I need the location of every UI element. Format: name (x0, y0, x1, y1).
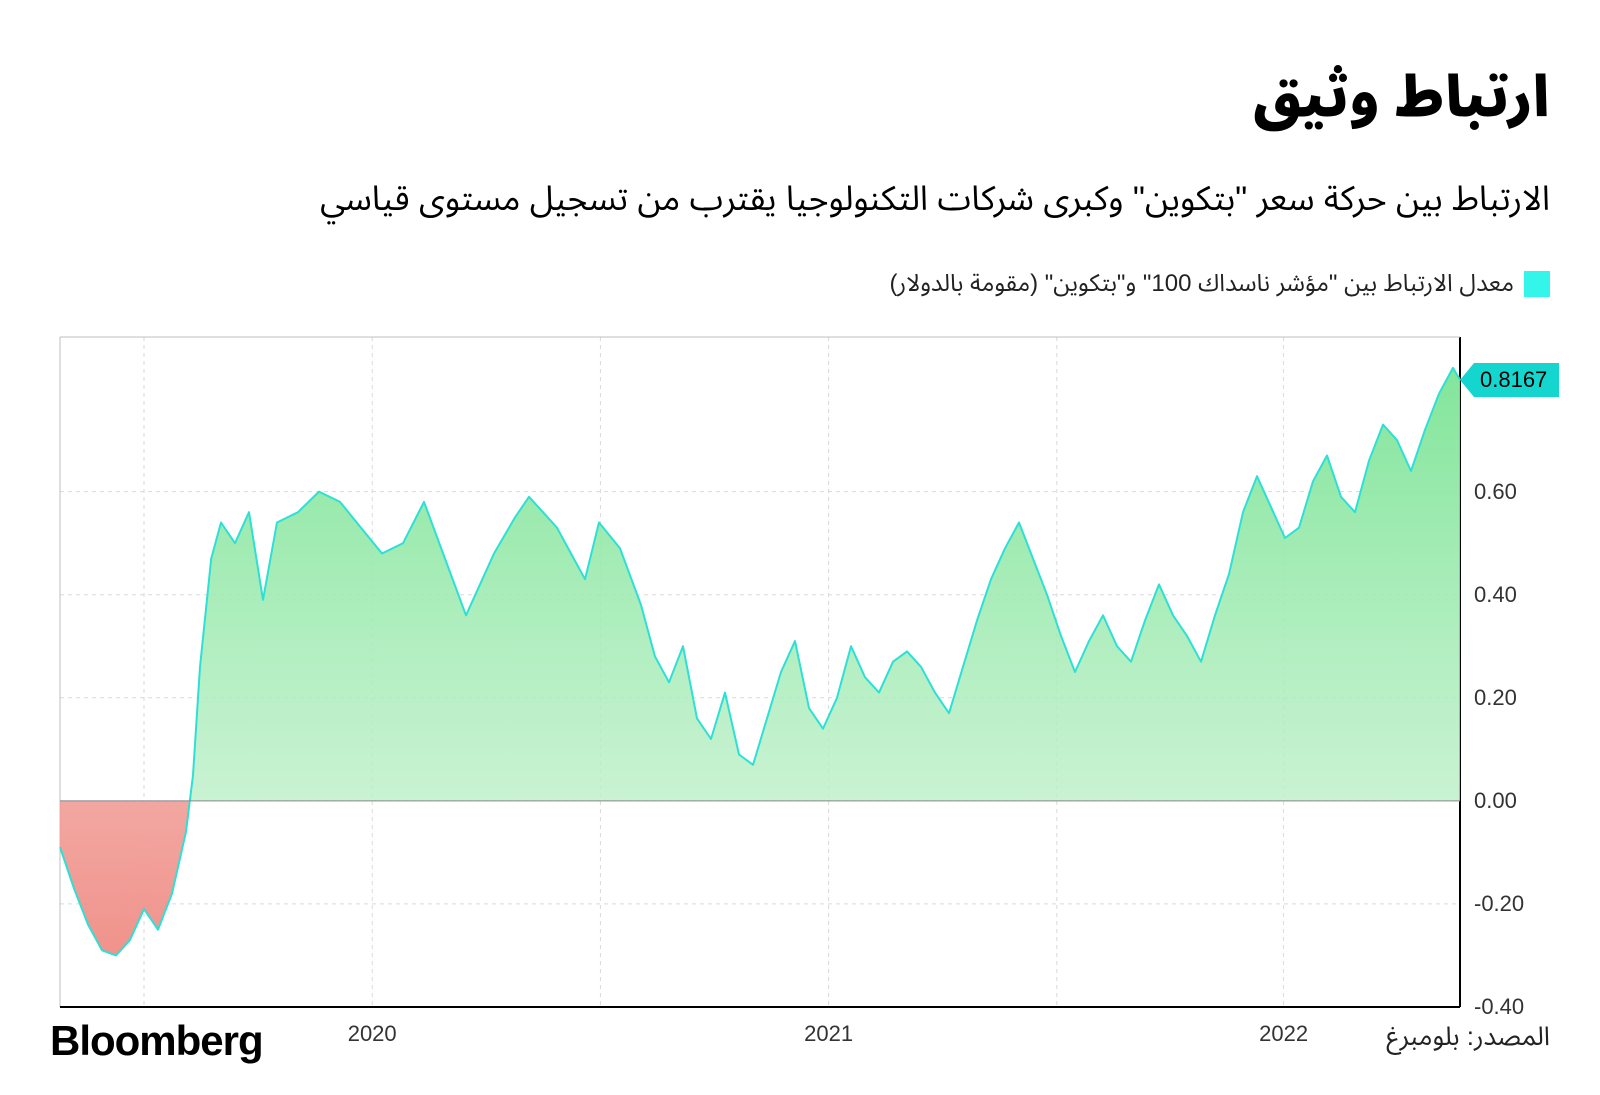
latest-value-badge: 0.8167 (1474, 363, 1559, 397)
legend-swatch-icon (1524, 271, 1550, 297)
y-tick-label: 0.60 (1474, 479, 1517, 505)
source-text: المصدر: بلومبرغ (1386, 1010, 1550, 1065)
y-tick-label: 0.20 (1474, 685, 1517, 711)
y-tick-label: 0.40 (1474, 582, 1517, 608)
chart-area: -0.40-0.200.000.200.400.600.816720202021… (50, 327, 1550, 1067)
y-tick-label: -0.20 (1474, 891, 1524, 917)
brand-logo: Bloomberg (50, 1017, 263, 1065)
y-tick-label: 0.00 (1474, 788, 1517, 814)
chart-title: ارتباط وثيق (50, 40, 1550, 158)
legend-label: معدل الارتباط بين "مؤشر ناسداك 100" و"بت… (889, 258, 1514, 309)
legend: معدل الارتباط بين "مؤشر ناسداك 100" و"بت… (50, 258, 1550, 309)
chart-subtitle: الارتباط بين حركة سعر "بتكوين" وكبرى شرك… (50, 164, 1550, 236)
